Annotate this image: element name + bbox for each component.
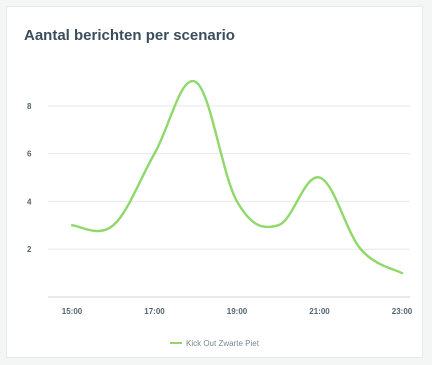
legend-label: Kick Out Zwarte Piet: [186, 339, 260, 348]
x-tick-label: 17:00: [144, 307, 165, 316]
y-tick-label: 6: [27, 150, 32, 159]
x-tick-label: 21:00: [309, 307, 330, 316]
y-tick-label: 2: [27, 245, 32, 254]
series-line: [70, 79, 404, 275]
x-tick-label: 23:00: [392, 307, 413, 316]
chart-card: Aantal berichten per scenario: [6, 6, 423, 358]
y-tick-label: 8: [27, 102, 32, 111]
chart-title: Aantal berichten per scenario: [24, 27, 235, 44]
x-tick-label: 19:00: [227, 307, 248, 316]
y-tick-label: 4: [27, 197, 32, 206]
x-tick-label: 15:00: [62, 307, 83, 316]
